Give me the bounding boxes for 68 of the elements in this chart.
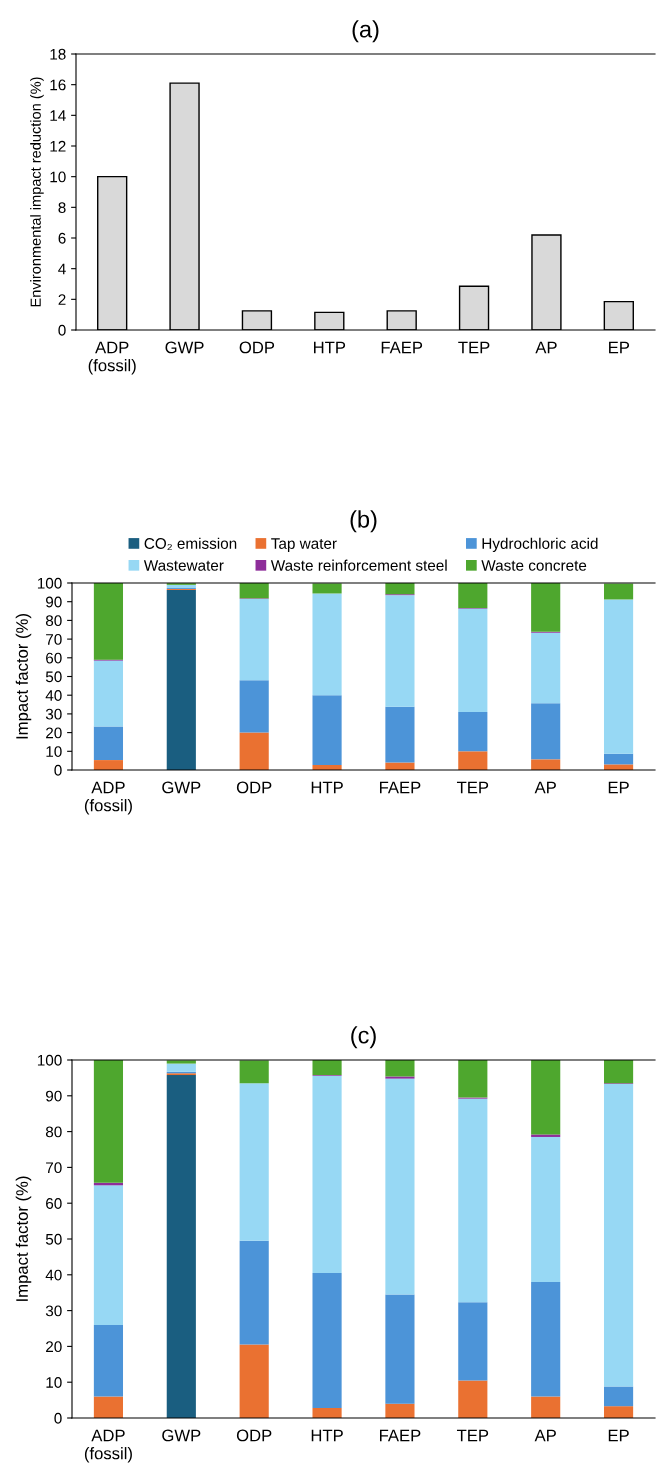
y-tick-label: 60 <box>46 652 62 664</box>
x-tick-label: ODP <box>236 781 272 794</box>
x-tick-label: HTP <box>311 1429 343 1442</box>
y-tick-label: 70 <box>46 633 62 645</box>
y-tick-label: 80 <box>45 1126 62 1138</box>
legend-label: Hydrochloric acid <box>482 537 598 552</box>
legend-label: Tap water <box>271 538 337 552</box>
y-tick-label: 2 <box>58 294 66 305</box>
legend-label: Waste concrete <box>481 560 587 571</box>
y-tick-label: 0 <box>58 324 66 336</box>
x-tick-label: FAEP <box>380 1429 421 1442</box>
x-tick-label: ADP (fossil) <box>88 341 136 375</box>
x-tick-label: GWP <box>162 781 201 794</box>
chart-title: (b) <box>350 510 377 533</box>
x-tick-label: AP <box>535 341 557 354</box>
chart-title: (c) <box>351 1026 376 1049</box>
x-tick-label: TEP <box>458 341 490 354</box>
x-tick-label: TEP <box>456 781 489 794</box>
legend-label: Waste reinforcement steel <box>270 559 447 571</box>
y-tick-label: 50 <box>45 671 62 683</box>
x-tick-label: ODP <box>236 1429 272 1442</box>
y-tick-label: 16 <box>50 79 66 91</box>
y-tick-label: 40 <box>45 1269 62 1281</box>
y-axis-title: Environmental impact reduction (%) <box>30 77 44 307</box>
y-tick-label: 70 <box>46 1162 62 1174</box>
y-tick-label: 20 <box>46 727 62 739</box>
y-tick-label: 90 <box>46 596 62 608</box>
y-tick-label: 14 <box>50 110 66 121</box>
x-tick-label: ADP (fossil) <box>84 781 132 815</box>
y-tick-label: 0 <box>54 764 62 776</box>
x-tick-label: GWP <box>162 1429 201 1442</box>
x-tick-label: EP <box>608 781 629 794</box>
x-tick-label: ADP (fossil) <box>84 1429 132 1463</box>
x-tick-label: ODP <box>239 341 275 354</box>
x-tick-label: AP <box>534 1429 556 1442</box>
y-axis-title: Impact factor (%) <box>15 1176 32 1301</box>
legend-label: CO₂ emission <box>144 537 237 551</box>
y-tick-label: 40 <box>45 690 62 701</box>
y-tick-label: 60 <box>46 1198 62 1209</box>
x-tick-label: FAEP <box>380 781 421 794</box>
x-tick-label: FAEP <box>381 341 423 354</box>
y-tick-label: 10 <box>46 1377 62 1388</box>
legend-label: Wastewater <box>143 560 224 571</box>
y-tick-label: 0 <box>54 1412 62 1424</box>
y-tick-label: 30 <box>45 708 62 720</box>
y-tick-label: 4 <box>58 263 66 275</box>
y-tick-label: 12 <box>50 140 66 152</box>
y-tick-label: 80 <box>45 615 62 627</box>
x-tick-label: EP <box>609 341 630 354</box>
x-tick-label: HTP <box>311 781 343 794</box>
y-tick-label: 8 <box>58 202 66 214</box>
y-tick-label: 50 <box>45 1233 62 1245</box>
x-tick-label: GWP <box>165 341 204 354</box>
x-tick-label: HTP <box>314 341 346 354</box>
y-tick-label: 20 <box>46 1341 62 1353</box>
y-tick-label: 100 <box>37 577 62 589</box>
y-axis-title: Impact factor (%) <box>15 614 32 739</box>
chart-title: (a) <box>352 20 379 43</box>
x-tick-label: TEP <box>456 1429 489 1442</box>
y-tick-label: 100 <box>37 1054 62 1066</box>
y-tick-label: 90 <box>46 1090 62 1102</box>
y-tick-label: 10 <box>46 746 62 757</box>
y-tick-label: 6 <box>58 232 66 244</box>
x-tick-label: EP <box>608 1429 629 1442</box>
y-tick-label: 10 <box>50 171 66 183</box>
x-tick-label: AP <box>534 781 556 794</box>
y-tick-label: 30 <box>45 1305 62 1317</box>
y-tick-label: 18 <box>50 48 66 60</box>
